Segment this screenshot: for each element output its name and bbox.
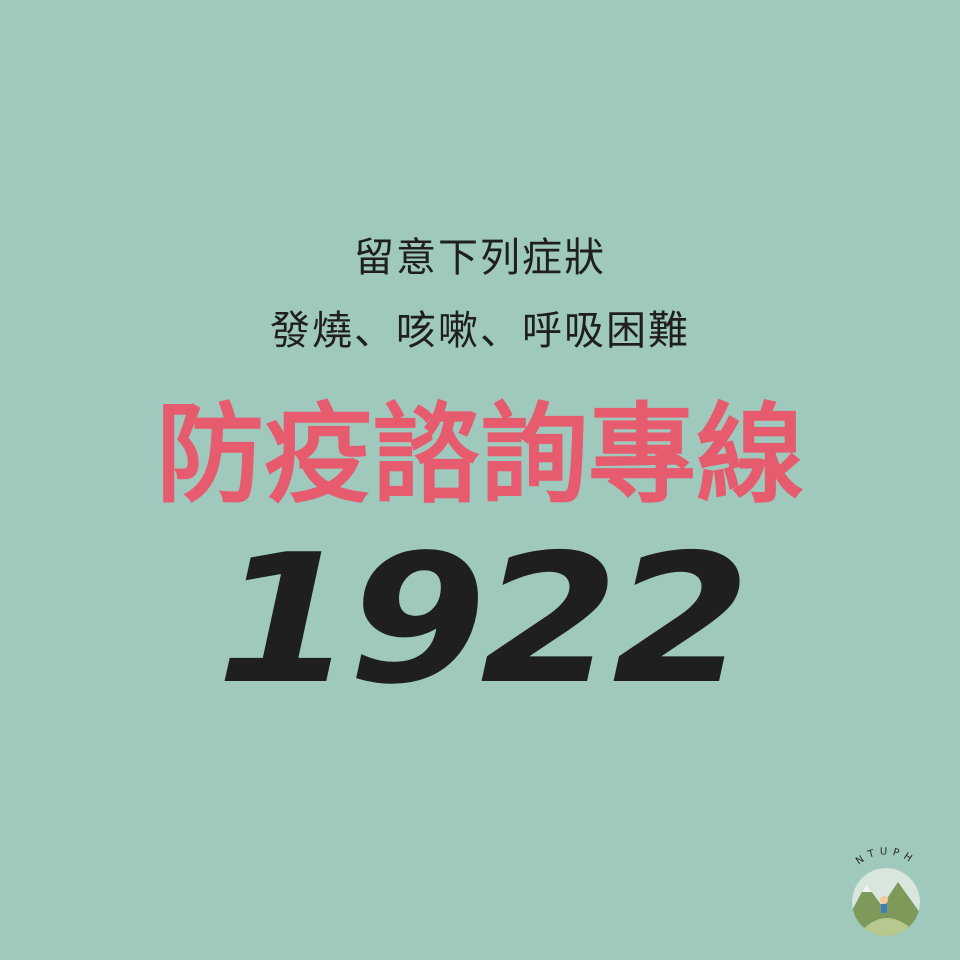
symptom-heading: 留意下列症狀 bbox=[354, 235, 606, 281]
svg-text:NTUPH: NTUPH bbox=[854, 846, 918, 867]
symptom-list: 發燒、咳嗽、呼吸困難 bbox=[270, 308, 690, 354]
logo-text: NTUPH bbox=[854, 846, 913, 867]
ntuph-logo: NTUPH bbox=[852, 846, 920, 936]
hotline-number: 1922 bbox=[215, 516, 751, 723]
hotline-title: 防疫諮詢專線 bbox=[155, 393, 804, 518]
